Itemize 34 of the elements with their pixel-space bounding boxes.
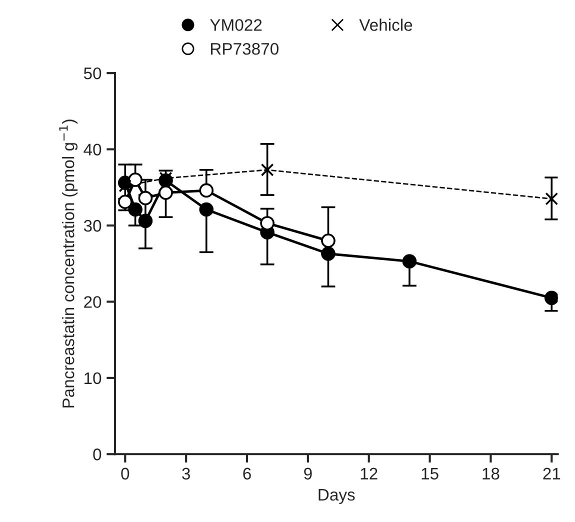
y-tick-label: 0 xyxy=(93,448,102,460)
x-tick-label: 0 xyxy=(121,468,130,480)
x-tick-label: 3 xyxy=(182,468,190,480)
y-tick-label: 10 xyxy=(84,372,102,384)
point xyxy=(545,192,558,206)
point xyxy=(402,254,417,268)
x-tick-label: 6 xyxy=(243,468,251,480)
legend-label: YM022 xyxy=(210,19,262,31)
point xyxy=(128,202,142,217)
x-tick-label: 9 xyxy=(304,468,312,480)
y-axis-title: Pancreastatin concentration (pmol g$^{−1}$) xyxy=(59,120,78,408)
point xyxy=(138,190,153,206)
point xyxy=(260,163,274,176)
y-tick-label: 40 xyxy=(84,144,102,156)
point xyxy=(321,234,336,248)
point xyxy=(128,172,142,187)
point xyxy=(321,246,336,261)
point xyxy=(544,290,558,306)
point xyxy=(138,214,153,228)
x-tick-label: 18 xyxy=(482,468,500,480)
y-tick-label: 50 xyxy=(84,67,102,80)
legend-label: Vehicle xyxy=(359,18,412,31)
point xyxy=(199,202,214,217)
point xyxy=(118,179,132,192)
point xyxy=(158,186,173,200)
x-tick-label: 15 xyxy=(422,468,438,480)
y-tick-label: 30 xyxy=(84,220,102,232)
x-tick-label: 21 xyxy=(543,468,560,480)
point xyxy=(260,216,274,230)
x-tick-label: 12 xyxy=(360,468,378,480)
point xyxy=(199,183,214,198)
x-axis-title: Days xyxy=(318,489,355,504)
y-tick-label: 20 xyxy=(84,296,102,308)
legend-label: RP73870 xyxy=(211,42,278,55)
